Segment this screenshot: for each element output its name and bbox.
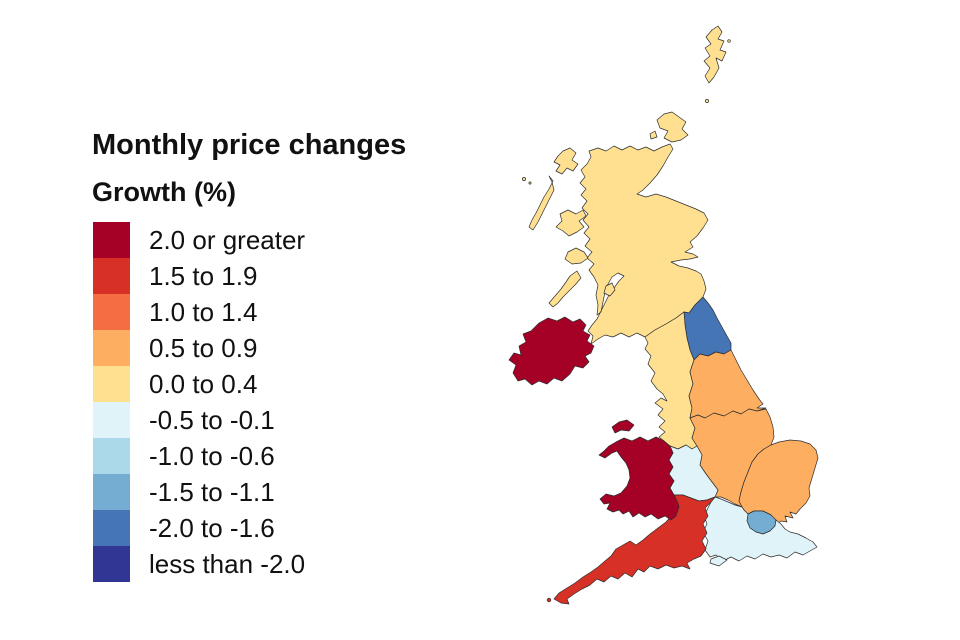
- legend-swatch: [93, 546, 130, 582]
- mull-island: [564, 247, 589, 265]
- legend-label: 1.5 to 1.9: [149, 261, 258, 291]
- uist-islands: [528, 175, 555, 231]
- legend-items: 2.0 or greater 1.5 to 1.9 1.0 to 1.4 0.5 to…: [93, 222, 305, 582]
- legend-label: less than -2.0: [149, 549, 306, 579]
- legend-item: 1.0 to 1.4: [93, 294, 305, 330]
- legend-item: 0.5 to 0.9: [93, 330, 305, 366]
- legend-swatch: [93, 330, 130, 366]
- legend-label: 2.0 or greater: [149, 225, 306, 255]
- legend-item: -2.0 to -1.6: [93, 510, 305, 546]
- legend-item: 1.5 to 1.9: [93, 258, 305, 294]
- legend-title: Growth (%): [92, 177, 236, 207]
- legend-swatch: [93, 258, 130, 294]
- legend-label: -0.5 to -0.1: [149, 405, 275, 435]
- skye-island: [555, 209, 587, 237]
- region-wales: [598, 419, 680, 521]
- legend-swatch: [93, 474, 130, 510]
- isle-of-wight: [709, 555, 728, 567]
- legend-label: -2.0 to -1.6: [149, 513, 275, 543]
- shetland-islet: [727, 39, 731, 43]
- fair-isle: [705, 99, 709, 103]
- legend-item: 0.0 to 0.4: [93, 366, 305, 402]
- region-scotland: [522, 25, 731, 345]
- legend-swatch: [93, 222, 130, 258]
- legend-label: 0.0 to 0.4: [149, 369, 258, 399]
- region-south-west: [546, 494, 716, 605]
- st-kilda-islet: [522, 177, 526, 181]
- legend-swatch: [93, 438, 130, 474]
- legend-label: 0.5 to 0.9: [149, 333, 258, 363]
- wales-outline: [598, 436, 680, 521]
- isles-of-scilly: [546, 597, 552, 603]
- region-northern-ireland: [508, 316, 595, 386]
- legend-item: -1.0 to -0.6: [93, 438, 305, 474]
- islay-jura-islands: [548, 270, 582, 308]
- legend-item: less than -2.0: [93, 546, 305, 582]
- legend-swatch: [93, 510, 130, 546]
- shetland-islands: [703, 25, 727, 84]
- legend-item: -0.5 to -0.1: [93, 402, 305, 438]
- orkney-islet: [649, 130, 658, 140]
- east-midlands-outline: [689, 408, 775, 508]
- st-kilda-islet-2: [528, 181, 532, 185]
- orkney-islands: [656, 111, 689, 143]
- region-east-of-england: [738, 439, 819, 525]
- legend-label: -1.5 to -1.1: [149, 477, 275, 507]
- northern-ireland-outline: [508, 316, 595, 386]
- legend: 2.0 or greater 1.5 to 1.9 1.0 to 1.4 0.5 to…: [93, 222, 305, 582]
- anglesey-island: [611, 419, 635, 434]
- legend-item: -1.5 to -1.1: [93, 474, 305, 510]
- region-east-midlands: [689, 408, 775, 508]
- page-title: Monthly price changes: [92, 129, 407, 161]
- arran-island: [603, 282, 616, 297]
- yorkshire-outline: [688, 349, 767, 419]
- legend-swatch: [93, 294, 130, 330]
- legend-label: -1.0 to -0.6: [149, 441, 275, 471]
- lewis-harris-island: [553, 147, 579, 175]
- legend-swatch: [93, 366, 130, 402]
- legend-label: 1.0 to 1.4: [149, 297, 258, 327]
- region-yorkshire: [688, 349, 767, 419]
- legend-swatch: [93, 402, 130, 438]
- legend-item: 2.0 or greater: [93, 222, 305, 258]
- south-west-outline: [553, 494, 716, 605]
- east-of-england-outline: [738, 439, 819, 525]
